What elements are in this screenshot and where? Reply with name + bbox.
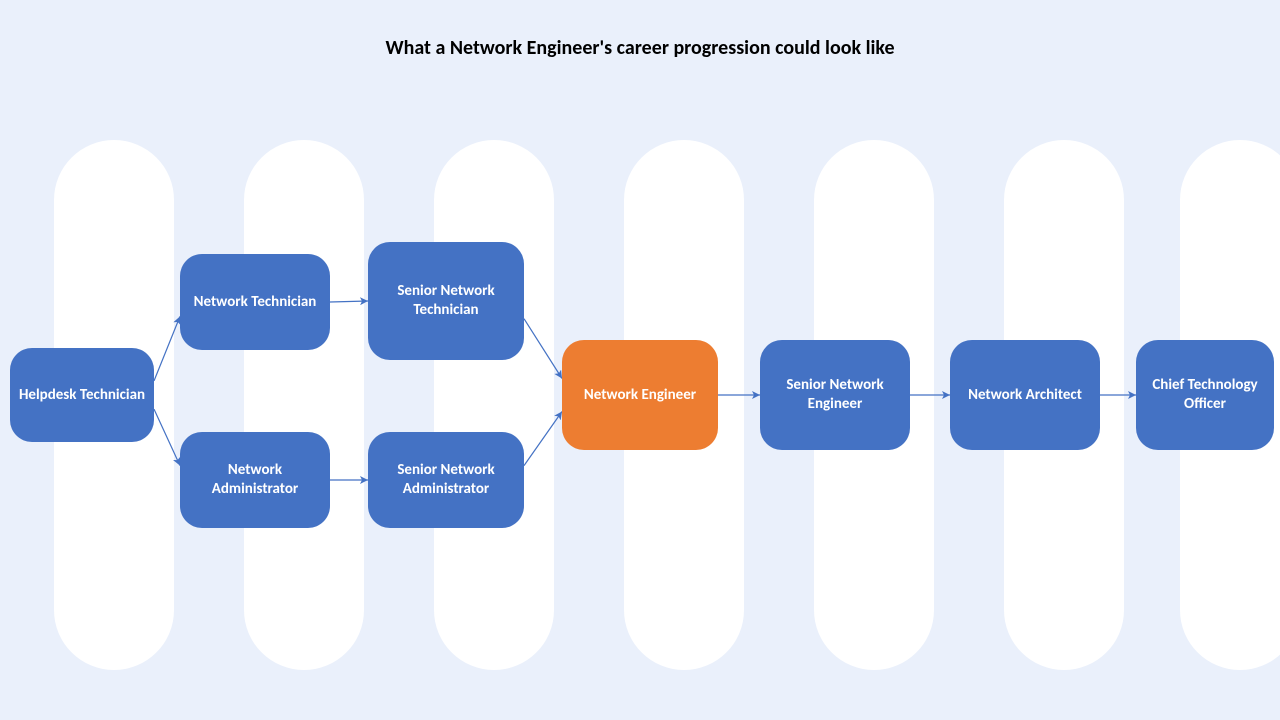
background-pillar	[434, 140, 554, 670]
node-helpdesk: Helpdesk Technician	[10, 348, 154, 442]
node-sr-net-admin: Senior Network Administrator	[368, 432, 524, 528]
diagram-title: What a Network Engineer's career progres…	[0, 36, 1280, 60]
node-net-tech: Network Technician	[180, 254, 330, 350]
node-cto: Chief Technology Officer	[1136, 340, 1274, 450]
node-net-arch: Network Architect	[950, 340, 1100, 450]
background-pillar	[244, 140, 364, 670]
node-net-eng: Network Engineer	[562, 340, 718, 450]
diagram-canvas: What a Network Engineer's career progres…	[0, 0, 1280, 720]
node-sr-net-eng: Senior Network Engineer	[760, 340, 910, 450]
node-net-admin: Network Administrator	[180, 432, 330, 528]
node-sr-net-tech: Senior Network Technician	[368, 242, 524, 360]
